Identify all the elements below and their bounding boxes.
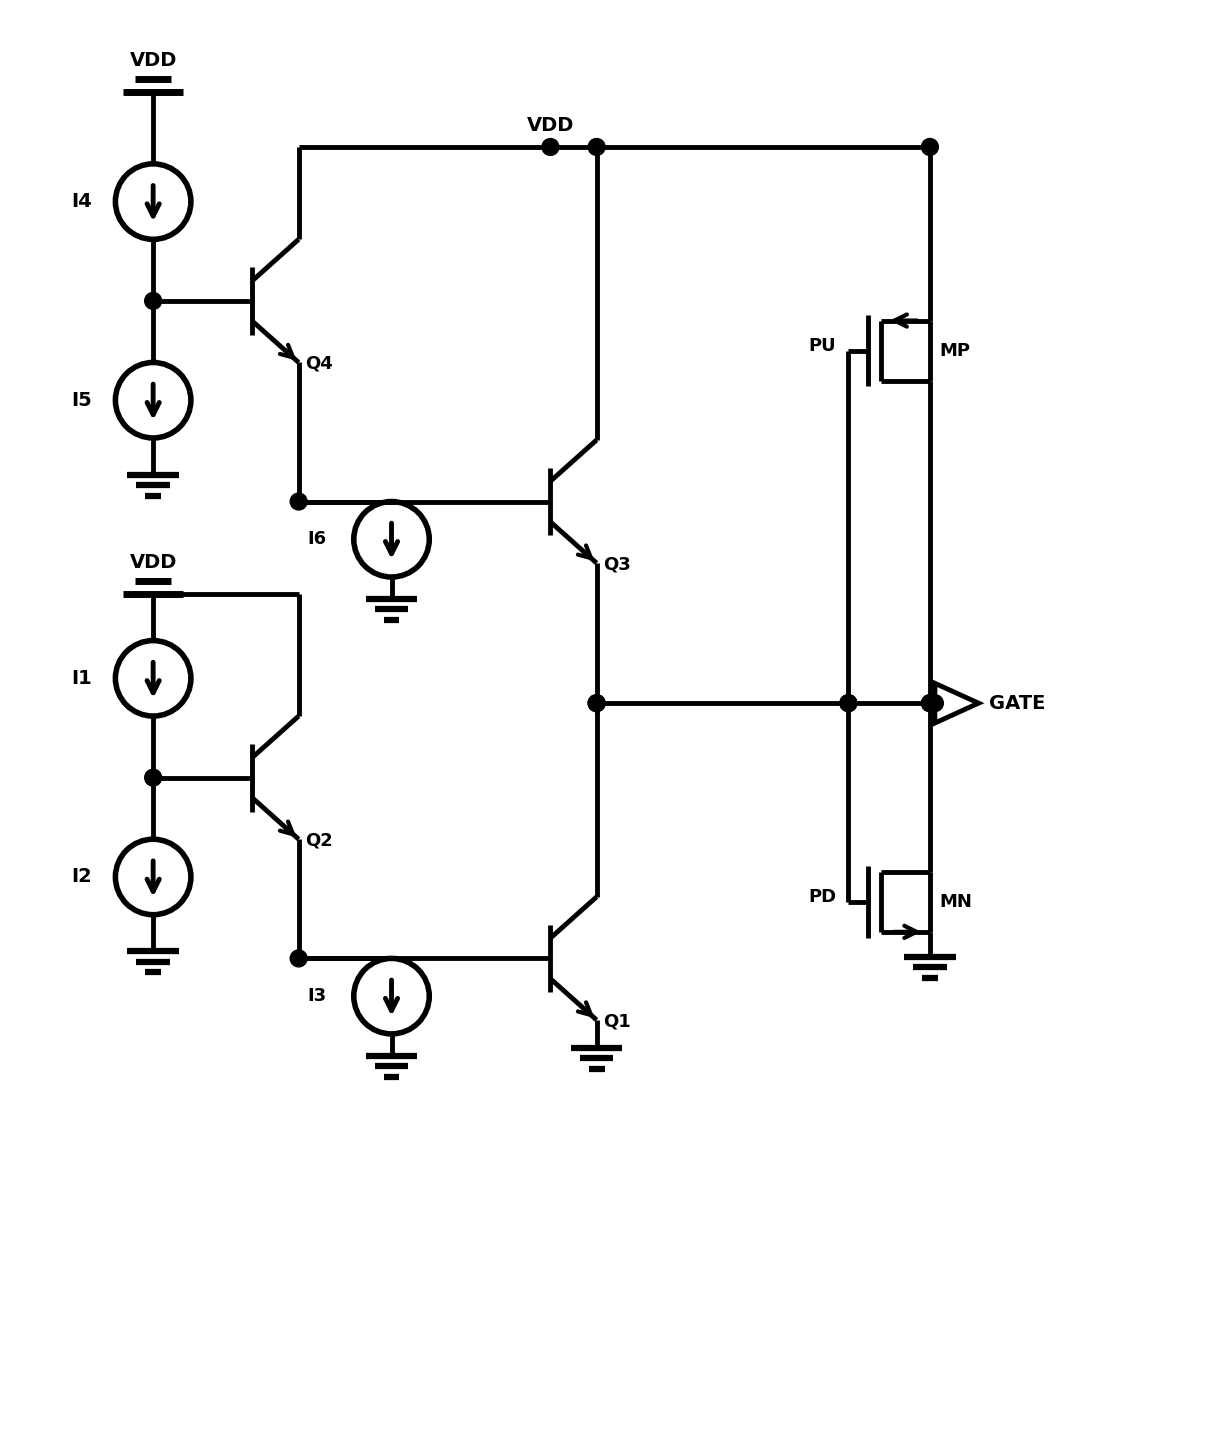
Circle shape	[291, 950, 307, 966]
Text: I4: I4	[71, 192, 92, 211]
Circle shape	[588, 138, 605, 155]
Text: VDD: VDD	[130, 554, 177, 572]
Text: VDD: VDD	[526, 116, 574, 135]
Text: GATE: GATE	[989, 693, 1045, 712]
Text: I3: I3	[308, 987, 326, 1005]
Text: Q2: Q2	[306, 831, 334, 850]
Circle shape	[588, 695, 605, 712]
Circle shape	[840, 695, 856, 712]
Text: Q1: Q1	[604, 1013, 632, 1030]
Circle shape	[291, 493, 307, 510]
Text: I1: I1	[71, 668, 92, 687]
Text: VDD: VDD	[130, 51, 177, 71]
Circle shape	[145, 769, 162, 786]
Text: PU: PU	[809, 337, 837, 355]
Text: MN: MN	[940, 892, 973, 911]
Text: PD: PD	[809, 888, 837, 905]
Text: I2: I2	[71, 867, 92, 886]
Circle shape	[926, 695, 944, 712]
Circle shape	[588, 695, 605, 712]
Text: I5: I5	[71, 391, 92, 410]
Circle shape	[921, 695, 939, 712]
Text: I6: I6	[308, 530, 326, 548]
Circle shape	[921, 695, 939, 712]
Circle shape	[921, 138, 939, 155]
Text: MP: MP	[940, 341, 971, 359]
Circle shape	[542, 138, 558, 155]
Text: Q3: Q3	[604, 555, 632, 572]
Circle shape	[145, 292, 162, 309]
Text: Q4: Q4	[306, 355, 334, 372]
Circle shape	[840, 695, 856, 712]
